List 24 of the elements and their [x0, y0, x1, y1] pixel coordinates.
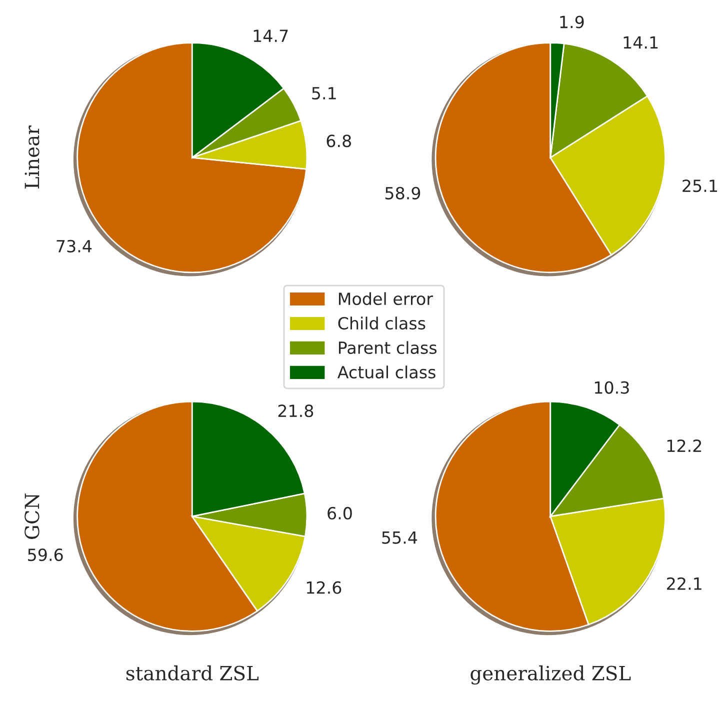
data-label: 6.0: [328, 506, 352, 520]
text: standard ZSL: [126, 665, 258, 680]
data-label: 6.8: [326, 134, 351, 148]
data-label: 25.1: [682, 180, 717, 192]
data-label: 12.2: [667, 439, 702, 452]
data-label: 5.1: [312, 87, 336, 100]
data-label: 10.3: [594, 381, 629, 394]
legend-label: Model error: [338, 292, 434, 306]
data-label: 22.1: [667, 577, 702, 590]
legend-label: Actual class: [337, 366, 436, 378]
data-label: 14.7: [254, 30, 288, 42]
data-label: 14.1: [624, 36, 658, 49]
data-label: 55.4: [382, 531, 418, 544]
data-label: 21.8: [278, 404, 314, 418]
data-label: 59.6: [28, 548, 63, 562]
legend-label: Child class: [338, 316, 426, 330]
text: Linear: [24, 126, 40, 189]
data-label: 1.9: [560, 16, 584, 28]
data-label: 73.4: [56, 240, 92, 252]
text: GCN: [24, 494, 40, 539]
text: generalized ZSL: [470, 665, 631, 685]
data-label: 58.9: [385, 186, 420, 200]
legend-label: Parent class: [338, 341, 437, 354]
data-label: 12.6: [306, 581, 342, 594]
